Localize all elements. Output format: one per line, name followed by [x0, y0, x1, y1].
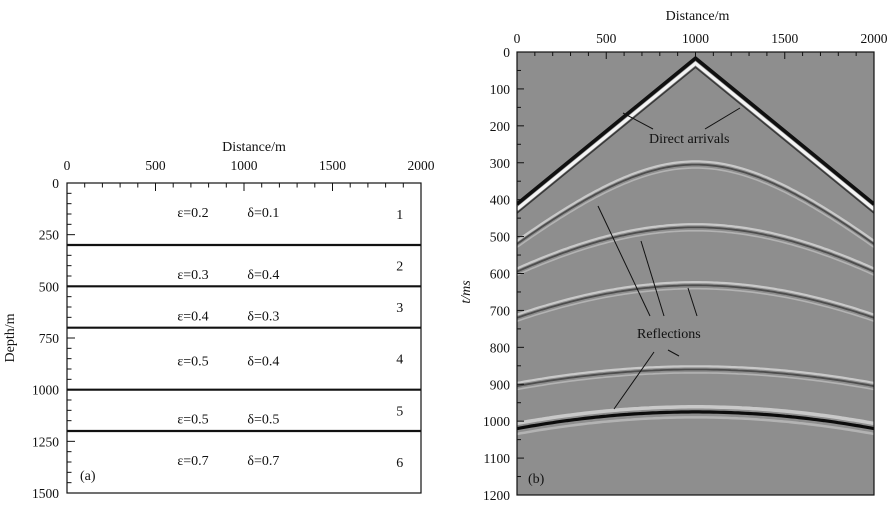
x-tick-label: 1000 [231, 158, 258, 173]
panel-a-interfaces [67, 243, 421, 433]
direct-arrival-light [517, 61, 874, 211]
reflection-event-tail [517, 416, 874, 436]
panel-b-x-ticks: 0 500 1000 1500 2000 [514, 31, 887, 59]
y-tick-label: 1100 [484, 451, 511, 466]
layer-epsilon-label: ε=0.5 [177, 413, 208, 428]
panel-a-label: (a) [80, 469, 96, 484]
y-tick-label: 1000 [32, 383, 59, 398]
y-tick-label: 500 [39, 279, 60, 294]
layer-number-label: 3 [396, 301, 403, 316]
reflections-pointer-1 [597, 205, 651, 317]
x-tick-label: 0 [64, 158, 71, 173]
layer-number-label: 5 [396, 404, 403, 419]
y-tick-label: 1000 [483, 414, 510, 429]
reflection-event-dark [517, 368, 874, 387]
y-tick-label: 900 [490, 377, 511, 392]
y-tick-label: 600 [490, 267, 511, 282]
y-tick-label: 800 [490, 340, 511, 355]
reflections-pointer-4 [667, 349, 680, 357]
x-tick-label: 0 [514, 31, 521, 46]
layer-number-label: 6 [396, 456, 403, 471]
x-tick-label: 2000 [408, 158, 435, 173]
y-tick-label: 100 [490, 82, 511, 97]
layer-epsilon-label: ε=0.2 [177, 206, 208, 221]
reflection-event-dark [517, 284, 874, 319]
reflection-event-light [517, 365, 874, 384]
panel-b-y-ticks: 0 100 200 300 400 500 600 700 800 900 1000 1100 1200 [483, 45, 524, 503]
x-tick-label: 500 [596, 31, 617, 46]
layer-delta-label: δ=0.7 [247, 454, 279, 469]
panel-a-frame [66, 182, 422, 494]
reflection-event-tail [517, 230, 874, 276]
panel-b-y-axis-label: t/ms [459, 280, 474, 304]
x-tick-label: 500 [145, 158, 166, 173]
y-tick-label: 1250 [32, 434, 59, 449]
reflection-event-dark [517, 410, 874, 431]
panel-b-annotations: Direct arrivals Reflections [597, 107, 741, 410]
panel-b-label: (b) [528, 472, 545, 487]
x-tick-label: 2000 [861, 31, 887, 46]
layer-delta-label: δ=0.1 [247, 206, 279, 221]
y-tick-label: 1200 [483, 488, 510, 503]
panel-b-seismogram: 0 500 1000 1500 2000 0 100 200 300 400 500 600 700 8… [459, 9, 887, 503]
layer-epsilon-label: ε=0.3 [177, 268, 208, 283]
direct-arrivals-pointer-right [704, 107, 741, 130]
reflection-event-tail [517, 287, 874, 322]
layer-number-label: 2 [396, 260, 403, 275]
layer-delta-label: δ=0.3 [247, 309, 279, 324]
y-tick-label: 500 [490, 230, 511, 245]
y-tick-label: 1500 [32, 486, 59, 501]
reflection-event-tail [517, 372, 874, 391]
y-tick-label: 750 [39, 331, 60, 346]
reflection-event-light [517, 405, 874, 426]
y-tick-label: 200 [490, 119, 511, 134]
reflections-pointer-3 [687, 287, 698, 317]
layer-epsilon-label: ε=0.5 [177, 355, 208, 370]
panel-a-layer-model: 0 500 1000 1500 2000 0250500750100012501500 … [3, 140, 435, 501]
x-tick-label: 1000 [682, 31, 709, 46]
panel-b-background [517, 52, 874, 495]
layer-delta-label: δ=0.4 [247, 355, 279, 370]
panel-a-layer-labels: ε=0.2 δ=0.1 1 ε=0.3 δ=0.4 2 ε=0.4 δ=0.3 3 ε=0.5 δ=… [177, 206, 403, 471]
y-tick-label: 400 [490, 193, 511, 208]
layer-epsilon-label: ε=0.7 [177, 454, 208, 469]
panel-a-x-axis-label: Distance/m [222, 140, 286, 155]
layer-delta-label: δ=0.4 [247, 268, 279, 283]
reflection-event-dark [517, 226, 874, 273]
panel-a-y-ticks: 0 250 500 750 1000 1250 1500 [32, 176, 75, 501]
direct-arrival-tail [517, 66, 874, 214]
panel-b-x-axis-label: Distance/m [666, 9, 730, 24]
reflections-pointer-5 [613, 351, 655, 410]
reflections-label: Reflections [637, 327, 701, 342]
panel-a-x-ticks: 0 500 1000 1500 2000 [64, 158, 435, 191]
x-tick-label: 1500 [319, 158, 346, 173]
reflection-event-light [517, 160, 874, 242]
reflections-pointer-2 [640, 240, 665, 317]
reflection-event-tail [517, 167, 874, 249]
layer-number-label: 4 [396, 353, 403, 368]
x-tick-label: 1500 [771, 31, 798, 46]
direct-arrivals-label: Direct arrivals [649, 132, 729, 147]
panel-a-y-axis-label: Depth/m [3, 313, 18, 362]
reflection-event-light [517, 281, 874, 316]
y-tick-label: 700 [490, 303, 511, 318]
layer-epsilon-label: ε=0.4 [177, 309, 208, 324]
reflection-event-light [517, 223, 874, 270]
reflection-event-dark [517, 163, 874, 245]
direct-arrivals-pointer-left [622, 112, 654, 130]
layer-number-label: 1 [396, 208, 403, 223]
layer-delta-label: δ=0.5 [247, 413, 279, 428]
y-tick-label: 250 [39, 228, 60, 243]
y-tick-label: 300 [490, 156, 511, 171]
y-tick-label: 0 [52, 176, 59, 191]
y-tick-label: 0 [503, 45, 510, 60]
